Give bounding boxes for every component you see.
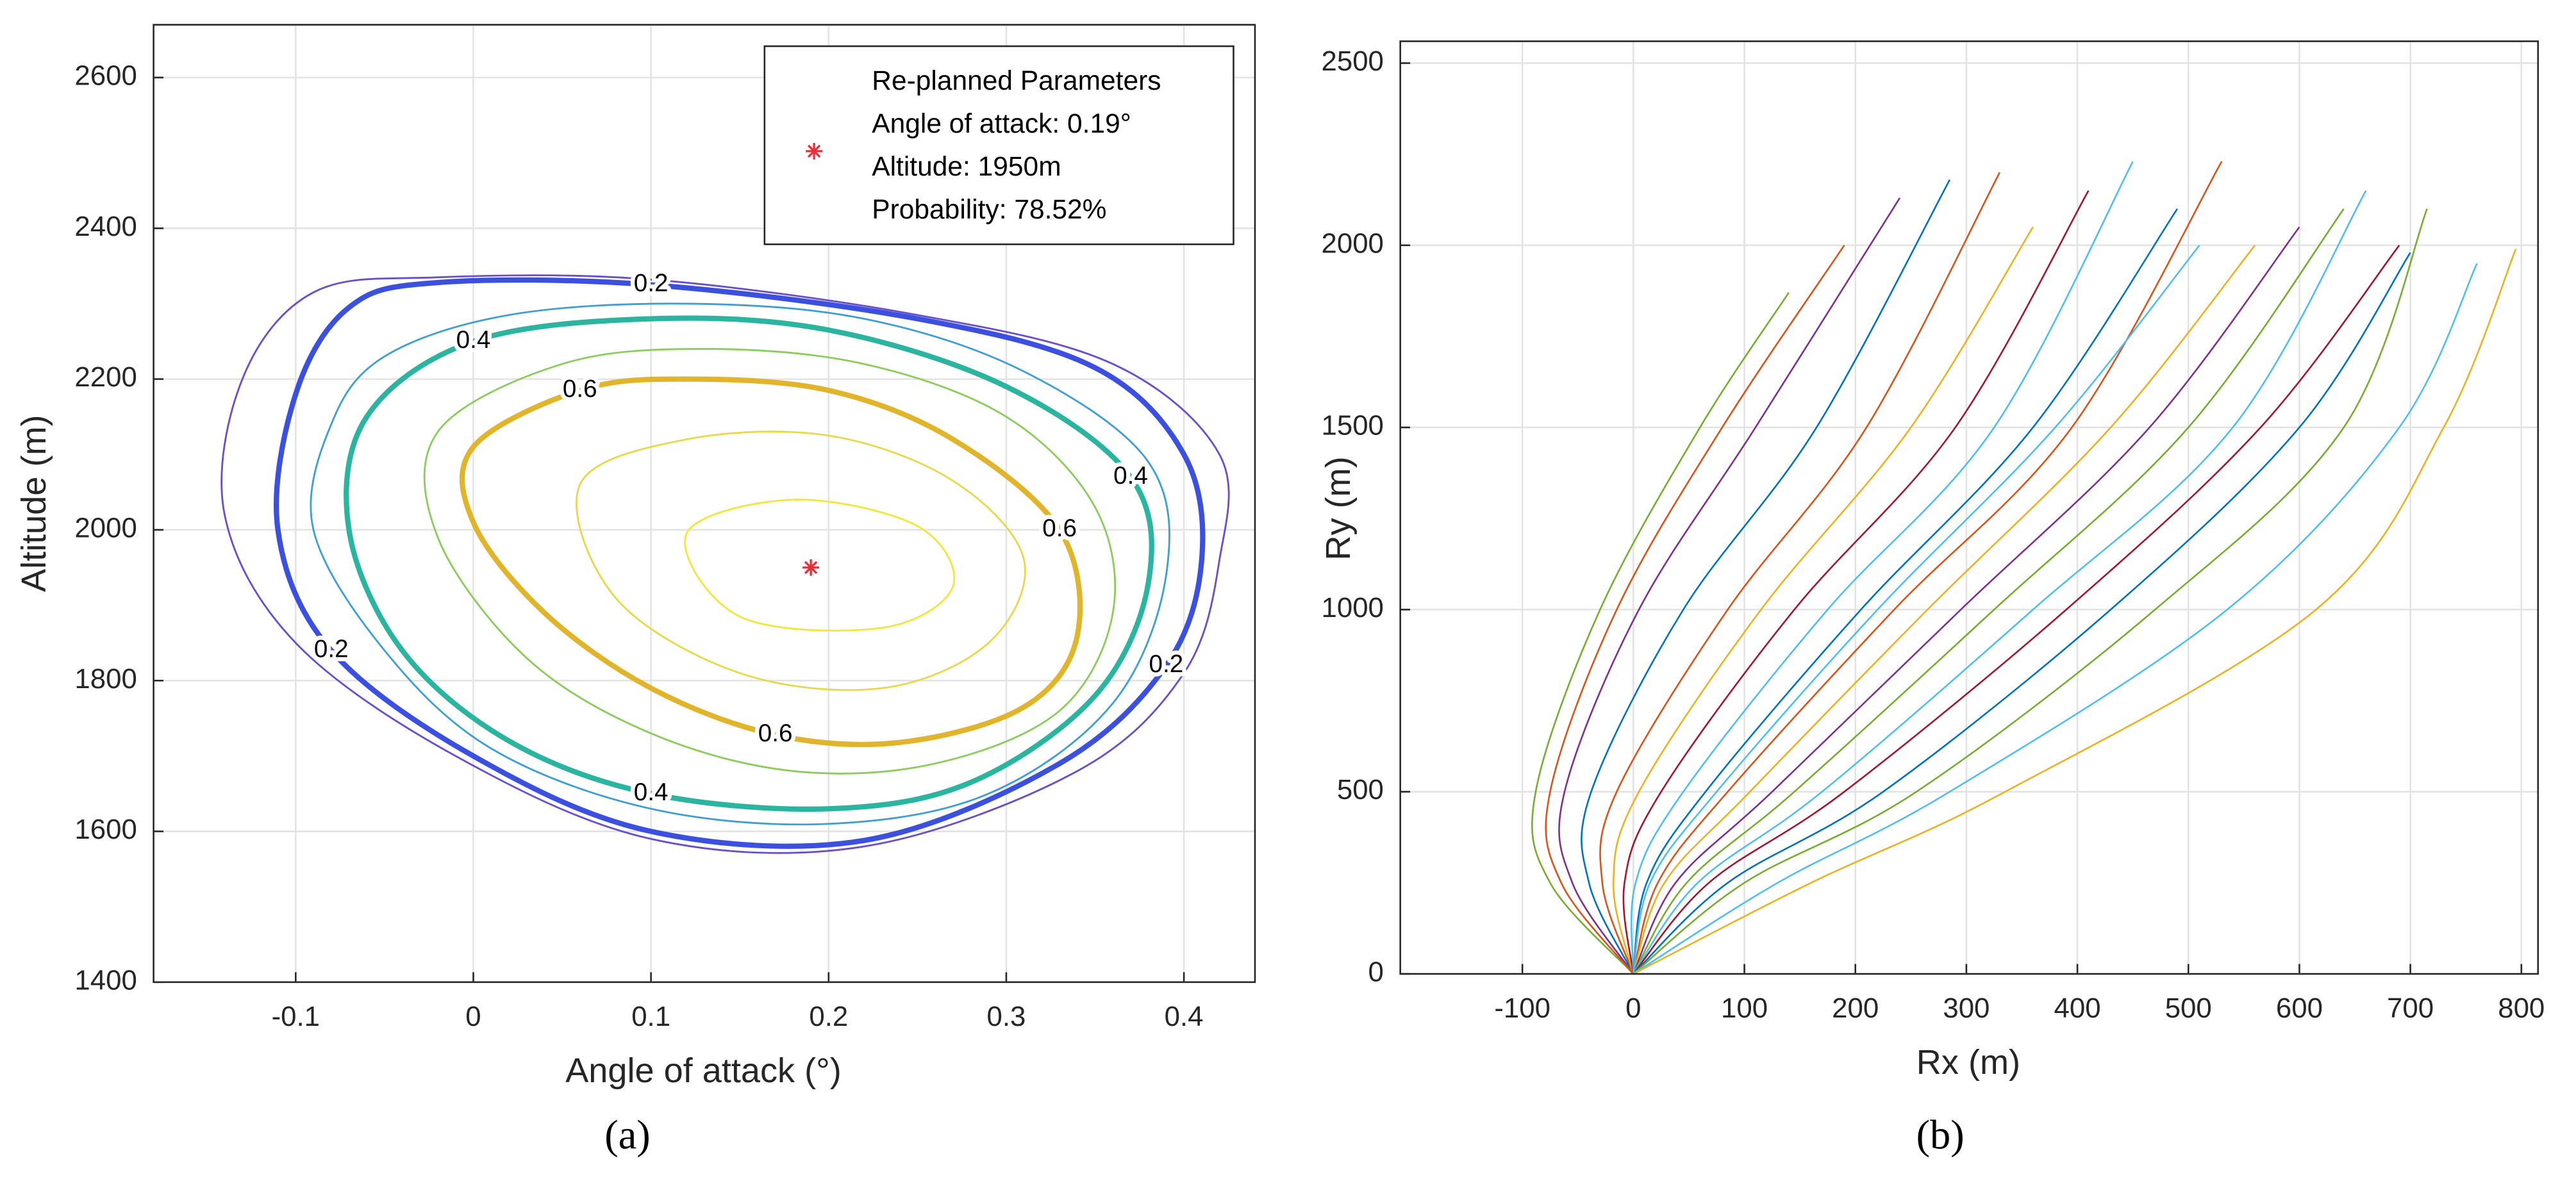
caption: (b) (1916, 1112, 1965, 1157)
x-tick-label: -0.1 (272, 1001, 320, 1032)
contour-label: 0.6 (1042, 515, 1077, 542)
contour-line (423, 348, 1117, 775)
x-tick-label: 0.4 (1165, 1001, 1204, 1032)
trajectory (1633, 245, 2256, 974)
trajectory (1633, 208, 2428, 974)
x-tick-label: 400 (2054, 992, 2101, 1024)
y-tick-label: 2000 (1322, 227, 1384, 259)
trajectory (1633, 245, 2400, 974)
contour-line (459, 376, 1083, 748)
contour-line (220, 274, 1230, 854)
y-tick-label: 2400 (74, 211, 137, 242)
trajectory (1633, 190, 2367, 974)
trajectory (1633, 208, 2345, 974)
contour-label: 0.2 (634, 270, 669, 297)
contour-label: 0.4 (1113, 462, 1148, 490)
panel: -100 0 100 200 300 400 500 600 700 800 0 500 1000 150… (1319, 40, 2545, 1157)
y-tick-label: 2000 (74, 512, 137, 543)
legend-text: Probability: 78.52% (872, 195, 1106, 225)
caption: (a) (604, 1112, 650, 1157)
x-tick-label: 0.3 (987, 1001, 1026, 1032)
contour-line (274, 277, 1206, 849)
contour-line (344, 315, 1154, 812)
legend-text: Re-planned Parameters (872, 66, 1161, 96)
x-axis-label: Angle of attack (°) (565, 1051, 842, 1090)
x-tick-label: 0 (465, 1001, 481, 1032)
contour-label: 0.6 (758, 720, 793, 747)
x-tick-label: 800 (2498, 992, 2545, 1024)
y-tick-label: 1600 (74, 814, 137, 845)
y-tick-label: 2200 (74, 361, 137, 393)
contour-labels: 0.2 0.2 0.2 0.4 0.4 0.4 0.6 0.6 0.6 (310, 265, 1187, 810)
trajectory (1633, 245, 2200, 974)
trajectory (1622, 190, 2090, 974)
contour-line (310, 302, 1170, 826)
x-tick-label: 700 (2387, 992, 2434, 1024)
legend-marker (806, 143, 822, 160)
y-tick-label: 1500 (1322, 410, 1384, 441)
trajectory (1558, 197, 1901, 974)
trajectory (1633, 263, 2478, 974)
plot-area (1400, 41, 2538, 974)
trajectory (1599, 172, 2000, 974)
legend-text: Altitude: 1950m (872, 152, 1061, 182)
x-tick-label: 0.1 (631, 1001, 670, 1032)
legend-box (763, 45, 1234, 245)
x-tick-label: 0 (1625, 992, 1641, 1024)
trajectory (1630, 161, 2134, 974)
marks (1531, 161, 2517, 974)
y-tick-label: 500 (1337, 774, 1384, 805)
x-tick-label: 200 (1832, 992, 1879, 1024)
contour-label: 0.6 (563, 375, 597, 402)
panel: -0.1 0 0.1 0.2 0.3 0.4 1400 1600 1800 2000 2200 240… (15, 24, 1256, 1157)
contour-label: 0.2 (1149, 650, 1184, 678)
point-marker (802, 559, 819, 576)
axes-box (153, 24, 1256, 984)
legend-text: Angle of attack: 0.19° (872, 109, 1131, 139)
x-axis-label: Rx (m) (1916, 1043, 2020, 1082)
trajectory (1545, 245, 1845, 974)
y-tick-label: 1000 (1322, 592, 1384, 623)
x-tick-label: 300 (1943, 992, 1990, 1024)
contour-label: 0.4 (456, 326, 491, 354)
axes-box (1399, 40, 2539, 975)
y-tick-label: 2500 (1322, 45, 1384, 77)
trajectory (1581, 179, 1951, 974)
y-tick-label: 2600 (74, 60, 137, 92)
trajectory (1633, 161, 2223, 974)
contour-line (576, 431, 1026, 691)
trajectory (1531, 292, 1790, 974)
y-tick-label: 0 (1368, 957, 1384, 988)
y-tick-label: 1400 (74, 964, 137, 996)
trajectory (1633, 208, 2179, 974)
trajectory (1633, 226, 2300, 974)
trajectory (1633, 249, 2517, 974)
y-axis-label: Altitude (m) (15, 415, 53, 592)
x-tick-label: -100 (1494, 992, 1550, 1024)
x-tick-label: 0.2 (809, 1001, 848, 1032)
x-tick-label: 600 (2276, 992, 2323, 1024)
trajectory (1633, 252, 2411, 974)
contour-line (684, 498, 956, 632)
trajectory (1612, 226, 2034, 974)
x-tick-label: 100 (1721, 992, 1768, 1024)
y-axis-label: Ry (m) (1319, 456, 1358, 560)
marks (220, 274, 1230, 854)
y-tick-label: 1800 (74, 663, 137, 695)
contour-label: 0.2 (314, 635, 349, 663)
x-tick-label: 500 (2165, 992, 2212, 1024)
contour-label: 0.4 (634, 778, 669, 806)
